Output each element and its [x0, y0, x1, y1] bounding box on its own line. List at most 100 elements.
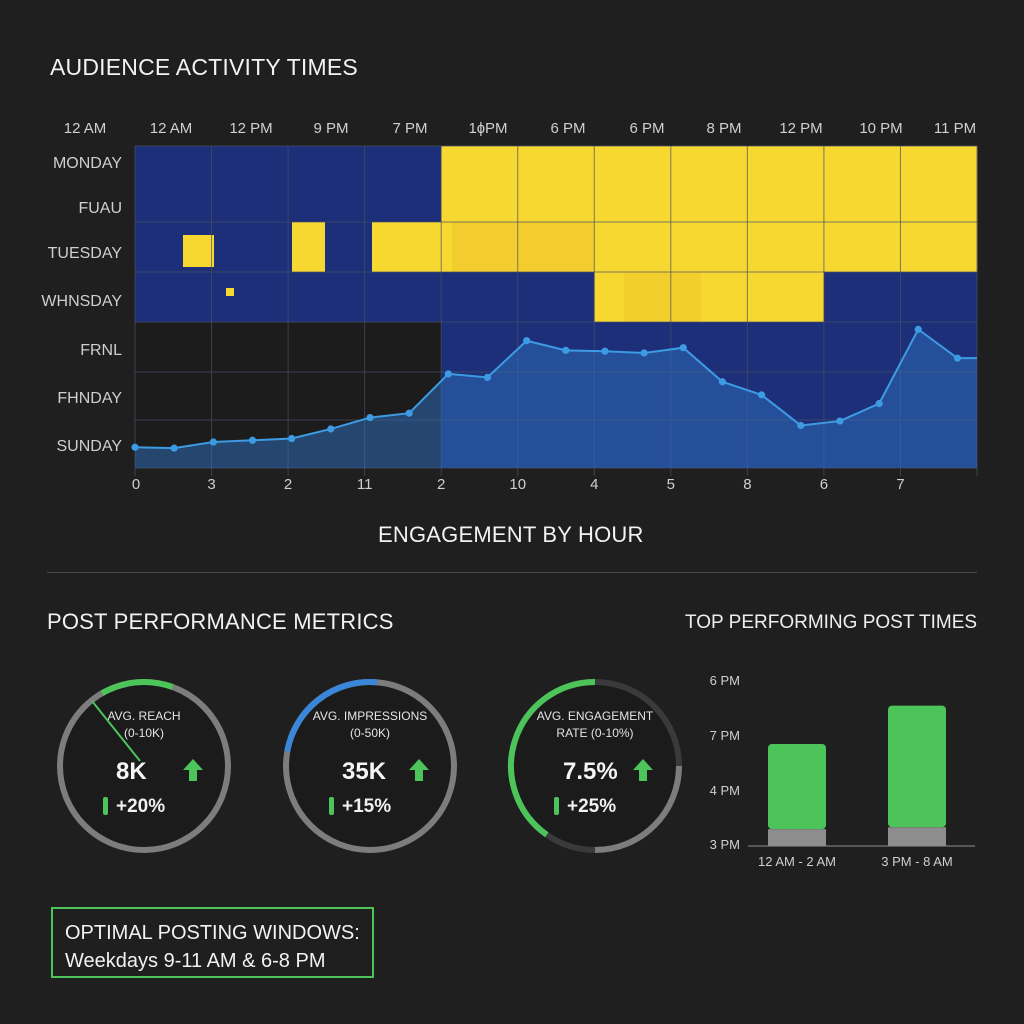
top-hour-label: 9 PM [313, 120, 348, 137]
optimal-posting-box: OPTIMAL POSTING WINDOWS: Weekdays 9-11 A… [51, 907, 374, 978]
bottom-hour-label: 5 [667, 476, 675, 493]
bottom-hour-label: 6 [820, 476, 828, 493]
engagement-point [248, 436, 257, 444]
bottom-hour-label: 0 [132, 476, 140, 493]
top-hour-label: 6 PM [629, 120, 664, 137]
engagement-point [718, 378, 727, 386]
heatmap-cell [594, 146, 672, 184]
heatmap-cell [517, 272, 595, 322]
day-label: FRNL [80, 342, 122, 359]
heatmap-shade [624, 272, 701, 322]
heatmap-cell [288, 272, 366, 322]
bar-gray [888, 827, 946, 846]
engagement-point [562, 346, 570, 354]
heatmap-cell [135, 184, 213, 222]
heatmap-highlight [226, 288, 234, 296]
gauge-range: (0-10K) [123, 726, 164, 740]
y-tick-label: 7 PM [710, 728, 740, 743]
gauge-value: 35K [342, 758, 387, 785]
heatmap-cell [747, 222, 825, 272]
bar-green [888, 705, 946, 828]
heatmap-cell [441, 272, 519, 322]
y-tick-label: 3 PM [710, 837, 740, 852]
top-hour-label: 12 AM [64, 120, 107, 137]
activity-heatmap-line-chart: 12 AM 12 AM 12 PM 9 PM 7 PM 1ɸPM 6 PM 6 PM 8 PM 1… [41, 120, 978, 493]
bottom-hour-label: 2 [437, 476, 445, 493]
heatmap-cell [364, 184, 442, 222]
engagement-point [170, 444, 178, 452]
gauge-range: (0-50K) [349, 726, 390, 740]
heatmap-cell [288, 146, 366, 184]
heatmap-cell [441, 146, 519, 184]
top-times-title: TOP PERFORMING POST TIMES [685, 612, 978, 633]
bottom-hour-label: 10 [509, 476, 526, 493]
bar-gray [768, 829, 826, 846]
gauge-change: +20% [116, 796, 166, 817]
gauge-arc [508, 679, 596, 838]
gauge-label: AVG. IMPRESSIONS [312, 709, 428, 723]
engagement-point [444, 370, 452, 378]
heatmap-cell [747, 272, 825, 322]
heatmap-cell [517, 146, 595, 184]
heatmap-cell [670, 146, 748, 184]
day-label: FUAU [78, 200, 122, 217]
heatmap-cell [364, 146, 442, 184]
engagement-point [131, 443, 139, 451]
engagement-point [758, 391, 766, 399]
gauge-change: +15% [342, 796, 392, 817]
heatmap-cell [594, 184, 672, 222]
day-label: TUESDAY [48, 245, 123, 262]
activity-title: AUDIENCE ACTIVITY TIMES [50, 54, 358, 80]
section-divider [47, 572, 977, 573]
heatmap-cell [288, 184, 366, 222]
heatmap-cell [441, 184, 519, 222]
heatmap-highlight [292, 222, 325, 272]
metric-gauge: AVG. IMPRESSIONS (0-50K) 35K +15% [280, 676, 460, 856]
engagement-point [875, 400, 883, 408]
y-tick-label: 4 PM [710, 783, 740, 798]
top-hour-label: 1ɸPM [468, 120, 507, 137]
bar-green [768, 743, 826, 830]
engagement-point [640, 349, 648, 357]
heatmap-cell [900, 146, 978, 184]
heatmap-cell [211, 184, 289, 222]
engagement-point [797, 421, 805, 430]
up-arrow-icon [183, 759, 203, 781]
gauge-range: RATE (0-10%) [556, 726, 634, 740]
bottom-hour-label: 8 [743, 476, 751, 493]
day-label: FHNDAY [57, 390, 122, 407]
gauge-label: AVG. ENGAGEMENT [536, 709, 654, 723]
engagement-point [405, 409, 413, 417]
category-label: 3 PM - 8 AM [881, 854, 953, 869]
up-arrow-icon [633, 759, 653, 781]
engagement-point [523, 337, 531, 345]
engagement-point [953, 354, 962, 362]
engagement-point [914, 325, 922, 333]
day-label: WHNSDAY [41, 293, 122, 310]
heatmap-cell [670, 222, 748, 272]
heatmap-cell [900, 184, 978, 222]
metrics-title: POST PERFORMANCE METRICS [47, 609, 394, 634]
bottom-hour-label: 4 [590, 476, 598, 493]
bottom-hour-label: 2 [284, 476, 292, 493]
engagement-area [135, 329, 977, 468]
engagement-point [483, 373, 492, 381]
up-arrow-icon [409, 759, 429, 781]
day-label: MONDAY [53, 155, 122, 172]
heatmap-cell [747, 146, 825, 184]
gauge-change: +25% [567, 796, 617, 817]
heatmap-highlight [372, 222, 452, 272]
heatmap-cell [823, 184, 901, 222]
heatmap-cell [823, 222, 901, 272]
heatmap-cell [135, 272, 213, 322]
change-indicator-bar [554, 797, 559, 815]
gauge-value: 7.5% [563, 758, 618, 785]
change-indicator-bar [329, 797, 334, 815]
engagement-point [836, 417, 844, 425]
engagement-point [327, 425, 335, 433]
gauge-ring-part [594, 765, 682, 853]
heatmap-cell [135, 146, 213, 184]
category-label: 12 AM - 2 AM [758, 854, 836, 869]
top-hour-label: 12 PM [229, 120, 272, 137]
heatmap-cell [211, 222, 289, 272]
